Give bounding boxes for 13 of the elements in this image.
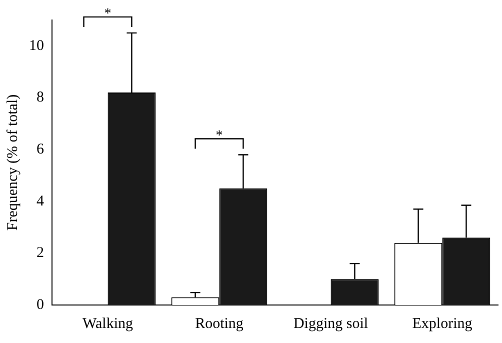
x-tick-label: Digging soil (293, 316, 368, 332)
y-tick-label: 8 (36, 90, 44, 106)
x-tick-label: Rooting (195, 316, 244, 332)
y-tick-label: 4 (36, 193, 44, 210)
annotation: * (104, 6, 112, 22)
y-tick-label: 2 (36, 245, 44, 262)
y-tick-label: 0 (36, 296, 44, 313)
x-tick-label: Walking (82, 316, 134, 332)
y-tick-label: 10 (29, 38, 44, 54)
x-tick-label: Exploring (412, 316, 473, 332)
y-axis-title: Frequency (% of total) (4, 94, 21, 231)
y-tick-label: 6 (36, 141, 44, 158)
annotation: * (216, 128, 223, 144)
